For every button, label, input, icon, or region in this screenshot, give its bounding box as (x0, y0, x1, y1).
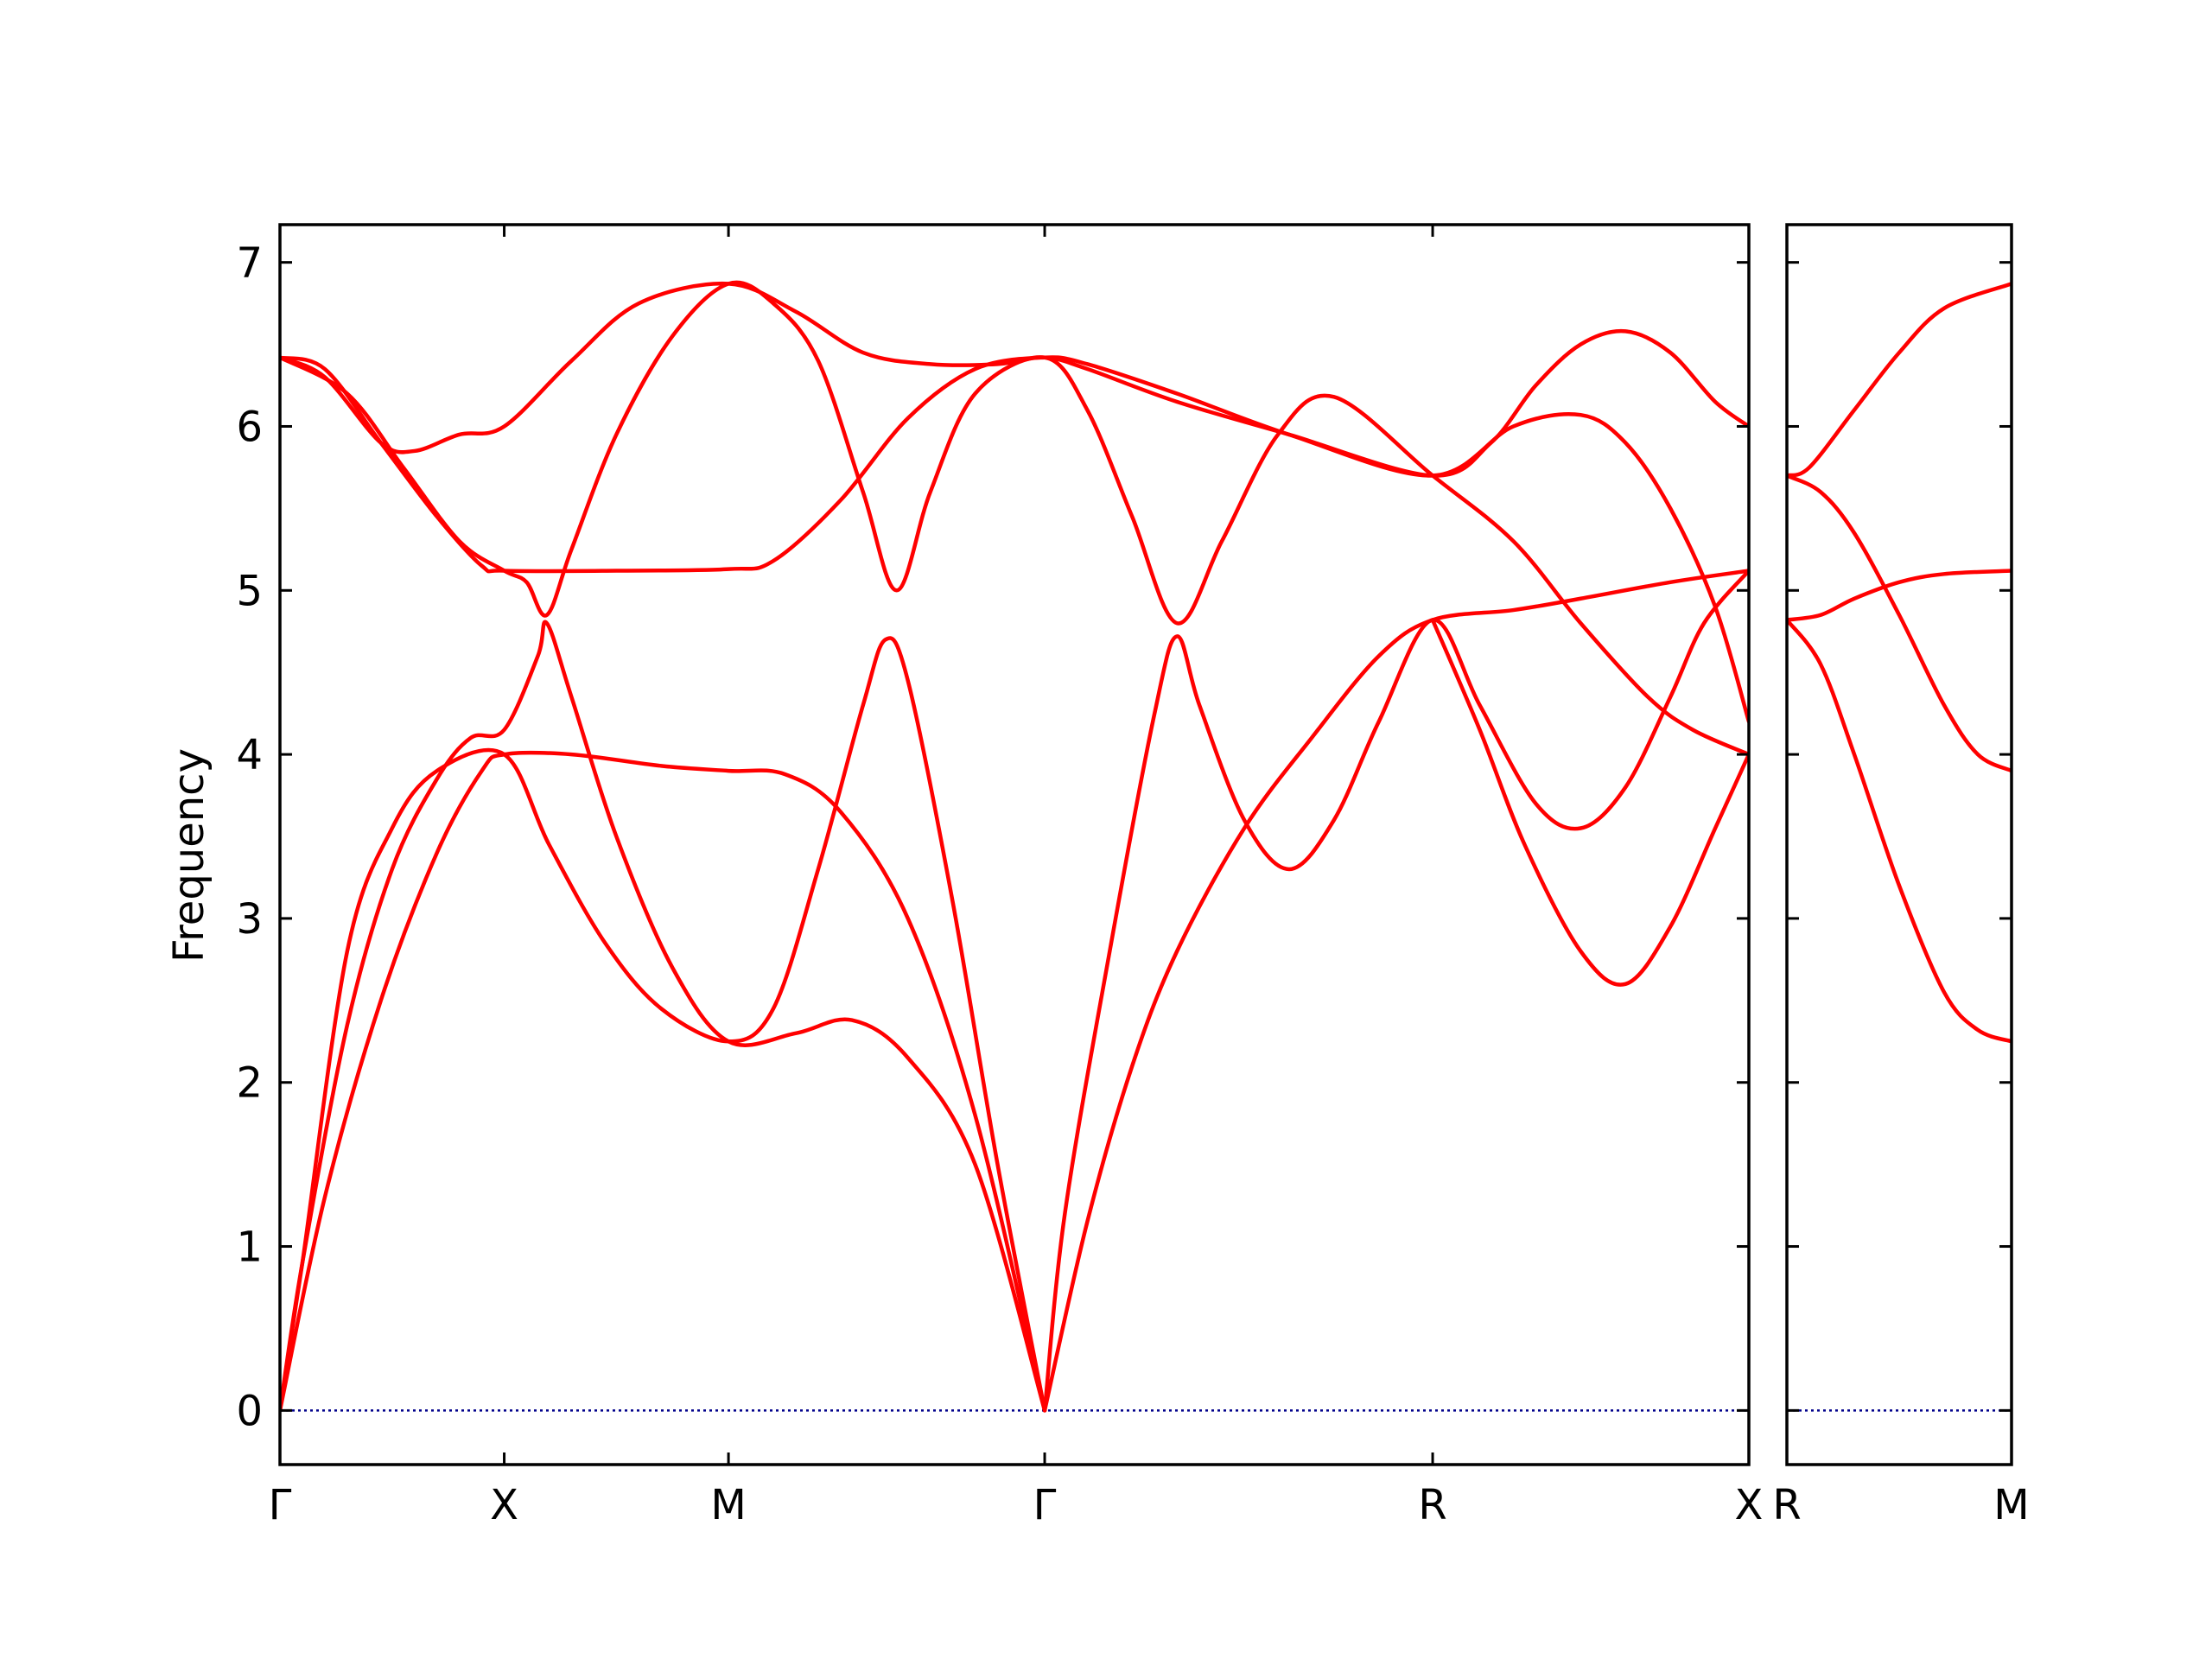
y-axis-label: Frequency (165, 748, 213, 963)
band-line-8 (1042, 569, 1749, 1413)
band-line-4 (1787, 618, 2012, 1044)
series-group (280, 280, 1749, 1413)
y-tick-label: 4 (236, 731, 263, 779)
band-line-1 (1787, 282, 2012, 478)
y-tick-label: 7 (236, 239, 263, 288)
y-tick-label: 3 (236, 895, 263, 944)
x-tick-label: M (1993, 1481, 2029, 1529)
x-tick-label: X (1735, 1481, 1764, 1529)
series-group (1787, 282, 2012, 1044)
band-line-6 (280, 280, 1749, 757)
plot-frame (1785, 223, 2013, 1466)
band-line-4 (280, 281, 1749, 478)
x-tick-label: Γ (1033, 1481, 1057, 1529)
y-tick-label: 1 (236, 1224, 263, 1272)
band-line-9 (1430, 618, 1749, 987)
band-line-2 (280, 750, 1047, 1413)
x-tick-label: R (1772, 1481, 1801, 1529)
x-tick-label: M (710, 1481, 746, 1529)
band-line-1 (280, 620, 1047, 1413)
plot-frame (278, 223, 1751, 1466)
y-tick-label: 6 (236, 403, 263, 451)
band-line-3 (1787, 569, 2012, 622)
y-tick-label: 0 (236, 1387, 263, 1435)
band-line-3 (280, 636, 1047, 1413)
x-tick-label: Γ (269, 1481, 292, 1529)
band-line-2 (1787, 474, 2012, 773)
y-tick-label: 5 (236, 567, 263, 615)
x-tick-label: R (1418, 1481, 1446, 1529)
y-tick-label: 2 (236, 1059, 263, 1108)
band-line-5 (280, 355, 1749, 724)
panel-main: 0 1 2 3 4 5 6 7 Γ X M Γ R X (236, 223, 1764, 1529)
band-line-7 (1042, 569, 1749, 1413)
x-tick-label: X (490, 1481, 518, 1529)
